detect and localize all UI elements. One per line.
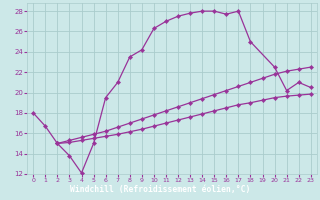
Text: Windchill (Refroidissement éolien,°C): Windchill (Refroidissement éolien,°C) — [70, 185, 250, 194]
